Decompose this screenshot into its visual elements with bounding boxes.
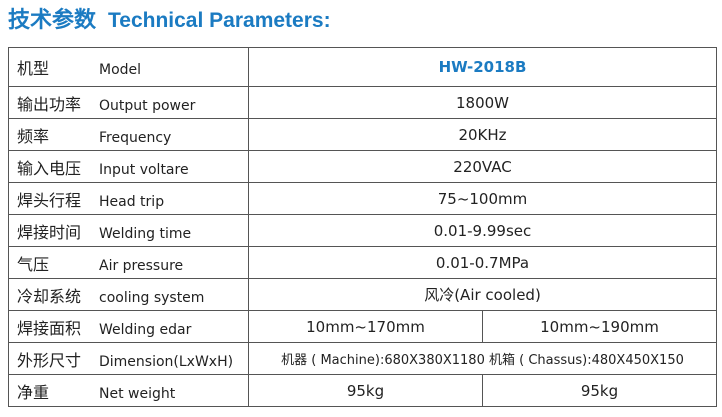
table-row: 净重 Net weight 95kg 95kg — [8, 374, 717, 407]
table-row: 频率 Frequency 20KHz — [8, 118, 717, 151]
label-zh: 焊接面积 — [17, 318, 82, 338]
table-row: 气压 Air pressure 0.01-0.7MPa — [8, 246, 717, 279]
value-cell: 机器 ( Machine):680X380X1180 机箱 ( Chassus)… — [248, 342, 717, 375]
label-en: cooling system — [99, 289, 205, 306]
label-zh: 焊接时间 — [17, 222, 82, 242]
header: 技术参数 Technical Parameters: — [8, 6, 331, 36]
label-zh: 频率 — [17, 126, 50, 146]
spec-table: 机型 Model HW-2018B 输出功率 Output power 1800W 频率 Fr… — [8, 47, 717, 407]
table-row: 输入电压 Input voltare 220VAC — [8, 150, 717, 183]
row-label: 焊头行程 Head trip — [8, 182, 249, 215]
row-label: 焊接面积 Welding edar — [8, 310, 249, 343]
table-row: 冷却系统 cooling system 风冷(Air cooled) — [8, 278, 717, 311]
label-zh: 输入电压 — [17, 158, 82, 178]
row-label: 焊接时间 Welding time — [8, 214, 249, 247]
value-cell: 0.01-0.7MPa — [248, 246, 717, 279]
value-cell: 95kg — [248, 374, 483, 407]
value-cell: 20KHz — [248, 118, 717, 151]
label-zh: 外形尺寸 — [17, 350, 82, 370]
label-en: Head trip — [99, 193, 165, 210]
row-label: 输出功率 Output power — [8, 86, 249, 119]
value-cell: 0.01-9.99sec — [248, 214, 717, 247]
row-label: 输入电压 Input voltare — [8, 150, 249, 183]
label-zh: 净重 — [17, 382, 50, 402]
label-en: Model — [99, 62, 142, 78]
label-en: Output power — [99, 97, 196, 114]
title-zh: 技术参数 — [8, 8, 97, 33]
value-cell: 10mm~190mm — [482, 310, 717, 343]
label-en: Air pressure — [99, 257, 184, 274]
row-label: 机型 Model — [8, 47, 249, 87]
value-cell: 220VAC — [248, 150, 717, 183]
title-en: Technical Parameters: — [108, 9, 331, 32]
label-en: Welding time — [99, 225, 192, 242]
row-label: 净重 Net weight — [8, 374, 249, 407]
value-cell: 75~100mm — [248, 182, 717, 215]
table-row: 外形尺寸 Dimension(LxWxH) 机器 ( Machine):680X38… — [8, 342, 717, 375]
label-zh: 输出功率 — [17, 94, 82, 114]
row-label: 外形尺寸 Dimension(LxWxH) — [8, 342, 249, 375]
table-row: 焊接面积 Welding edar 10mm~170mm 10mm~190mm — [8, 310, 717, 343]
value-cell: HW-2018B — [248, 47, 717, 87]
label-zh: 焊头行程 — [17, 190, 82, 210]
table-row: 输出功率 Output power 1800W — [8, 86, 717, 119]
label-zh: 机型 — [17, 59, 50, 78]
label-en: Welding edar — [99, 321, 192, 338]
label-en: Input voltare — [99, 161, 189, 178]
table-row: 机型 Model HW-2018B — [8, 47, 717, 87]
table-row: 焊接时间 Welding time 0.01-9.99sec — [8, 214, 717, 247]
label-zh: 冷却系统 — [17, 286, 82, 306]
value-cell: 10mm~170mm — [248, 310, 483, 343]
value-cell: 95kg — [482, 374, 717, 407]
row-label: 频率 Frequency — [8, 118, 249, 151]
label-en: Frequency — [99, 129, 172, 146]
label-en: Net weight — [99, 385, 176, 402]
table-row: 焊头行程 Head trip 75~100mm — [8, 182, 717, 215]
value-cell: 1800W — [248, 86, 717, 119]
label-en: Dimension(LxWxH) — [99, 353, 234, 370]
label-zh: 气压 — [17, 254, 50, 274]
value-cell: 风冷(Air cooled) — [248, 278, 717, 311]
row-label: 冷却系统 cooling system — [8, 278, 249, 311]
row-label: 气压 Air pressure — [8, 246, 249, 279]
